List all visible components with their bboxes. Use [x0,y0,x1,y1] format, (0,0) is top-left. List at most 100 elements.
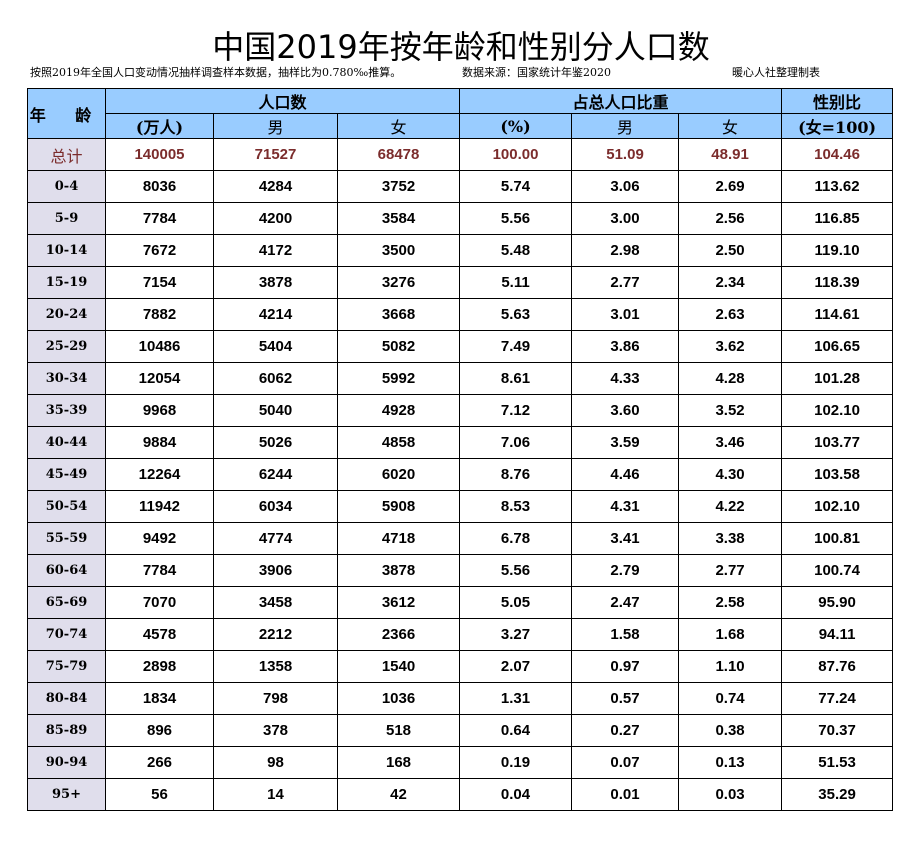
cell-pct: 2.07 [459,650,573,683]
cell-pct-male: 4.33 [571,362,680,395]
cell-pop-female: 3500 [336,234,461,267]
cell-pct-male: 0.97 [571,650,680,683]
cell-sex-ratio: 118.39 [781,266,894,299]
cell-pop-male: 3906 [213,554,338,587]
cell-sex-ratio: 101.28 [781,362,894,395]
cell-pop-male: 4172 [213,234,338,267]
cell-pop-male: 4284 [213,170,338,203]
cell-pct: 5.56 [459,202,573,235]
cell-pop: 9968 [105,394,214,427]
cell-pct-female: 0.13 [678,746,783,779]
cell-pct-male: 3.59 [571,426,680,459]
cell-pct-female: 2.69 [678,170,783,203]
cell-pct: 7.06 [459,426,573,459]
cell-pop-female: 168 [336,746,461,779]
cell-pop-female: 518 [336,714,461,747]
cell-age: 90-94 [27,746,106,779]
cell-sex-ratio: 100.74 [781,554,894,587]
cell-pop: 7672 [105,234,214,267]
cell-pct: 0.04 [459,778,573,811]
cell-pct: 7.49 [459,330,573,363]
cell-pop-female: 4928 [336,394,461,427]
cell-pop-female: 5992 [336,362,461,395]
cell-sex-ratio: 102.10 [781,394,894,427]
cell-sex-ratio: 70.37 [781,714,894,747]
cell-pct-male: 2.77 [571,266,680,299]
cell-pct-male: 4.31 [571,490,680,523]
cell-pop-male: 798 [213,682,338,715]
cell-pop: 7154 [105,266,214,299]
header-population-male: 男 [213,113,338,139]
cell-pct-female: 3.62 [678,330,783,363]
table-row: 20-24 7882 4214 3668 5.63 3.01 2.63 114.61 [27,298,894,331]
cell-sex-ratio: 77.24 [781,682,894,715]
cell-pop: 8036 [105,170,214,203]
table-row-total: 总计 140005 71527 68478 100.00 51.09 48.91… [27,138,894,171]
table-row: 60-64 7784 3906 3878 5.56 2.79 2.77 100.74 [27,554,894,587]
table-row: 40-44 9884 5026 4858 7.06 3.59 3.46 103.77 [27,426,894,459]
cell-pct: 5.11 [459,266,573,299]
cell-age: 20-24 [27,298,106,331]
cell-pop: 12054 [105,362,214,395]
cell-age: 40-44 [27,426,106,459]
cell-pop: 9492 [105,522,214,555]
table-row: 25-29 10486 5404 5082 7.49 3.86 3.62 106.65 [27,330,894,363]
cell-pct-female: 48.91 [678,138,783,171]
cell-age: 5-9 [27,202,106,235]
cell-sex-ratio: 87.76 [781,650,894,683]
cell-pct-male: 2.98 [571,234,680,267]
cell-pop: 2898 [105,650,214,683]
cell-pct-female: 0.03 [678,778,783,811]
cell-pct-female: 2.50 [678,234,783,267]
cell-pct: 0.19 [459,746,573,779]
cell-pct: 5.74 [459,170,573,203]
cell-pop: 1834 [105,682,214,715]
cell-pop-female: 3878 [336,554,461,587]
cell-sex-ratio: 119.10 [781,234,894,267]
cell-pop-female: 6020 [336,458,461,491]
cell-pct-female: 4.28 [678,362,783,395]
table-row: 85-89 896 378 518 0.64 0.27 0.38 70.37 [27,714,894,747]
cell-pop-male: 71527 [213,138,338,171]
cell-age: 85-89 [27,714,106,747]
cell-sex-ratio: 106.65 [781,330,894,363]
cell-pct-male: 3.41 [571,522,680,555]
cell-age: 45-49 [27,458,106,491]
cell-pct-female: 3.38 [678,522,783,555]
table-row: 80-84 1834 798 1036 1.31 0.57 0.74 77.24 [27,682,894,715]
table-row: 50-54 11942 6034 5908 8.53 4.31 4.22 102.10 [27,490,894,523]
cell-pct: 5.56 [459,554,573,587]
cell-pop-male: 1358 [213,650,338,683]
cell-pct-female: 2.56 [678,202,783,235]
data-source: 数据来源：国家统计年鉴2020 [462,66,611,79]
cell-age: 60-64 [27,554,106,587]
cell-pct: 100.00 [459,138,573,171]
cell-age: 95+ [27,778,106,811]
cell-pop-female: 68478 [336,138,461,171]
cell-pop: 266 [105,746,214,779]
cell-age: 10-14 [27,234,106,267]
cell-pop-female: 5908 [336,490,461,523]
cell-pct-female: 1.10 [678,650,783,683]
cell-pct-male: 3.06 [571,170,680,203]
table-row: 70-74 4578 2212 2366 3.27 1.58 1.68 94.11 [27,618,894,651]
cell-pop-male: 4774 [213,522,338,555]
cell-pop-male: 378 [213,714,338,747]
subtitle-line: 按照2019年全国人口变动情况抽样调查样本数据，抽样比为0.780‰推算。 数据… [30,64,900,82]
cell-pct: 8.53 [459,490,573,523]
cell-pct-female: 0.38 [678,714,783,747]
cell-pop-male: 4200 [213,202,338,235]
table-row: 15-19 7154 3878 3276 5.11 2.77 2.34 118.39 [27,266,894,299]
header-share-total: (%) [459,113,573,139]
cell-pct-male: 51.09 [571,138,680,171]
table-row: 0-4 8036 4284 3752 5.74 3.06 2.69 113.62 [27,170,894,203]
cell-pop-male: 5404 [213,330,338,363]
cell-pop-female: 5082 [336,330,461,363]
cell-pct-female: 4.30 [678,458,783,491]
cell-pct-male: 0.01 [571,778,680,811]
cell-pct-male: 3.86 [571,330,680,363]
cell-pop: 4578 [105,618,214,651]
cell-pct-male: 0.07 [571,746,680,779]
cell-pop-female: 3752 [336,170,461,203]
cell-pct-male: 0.57 [571,682,680,715]
